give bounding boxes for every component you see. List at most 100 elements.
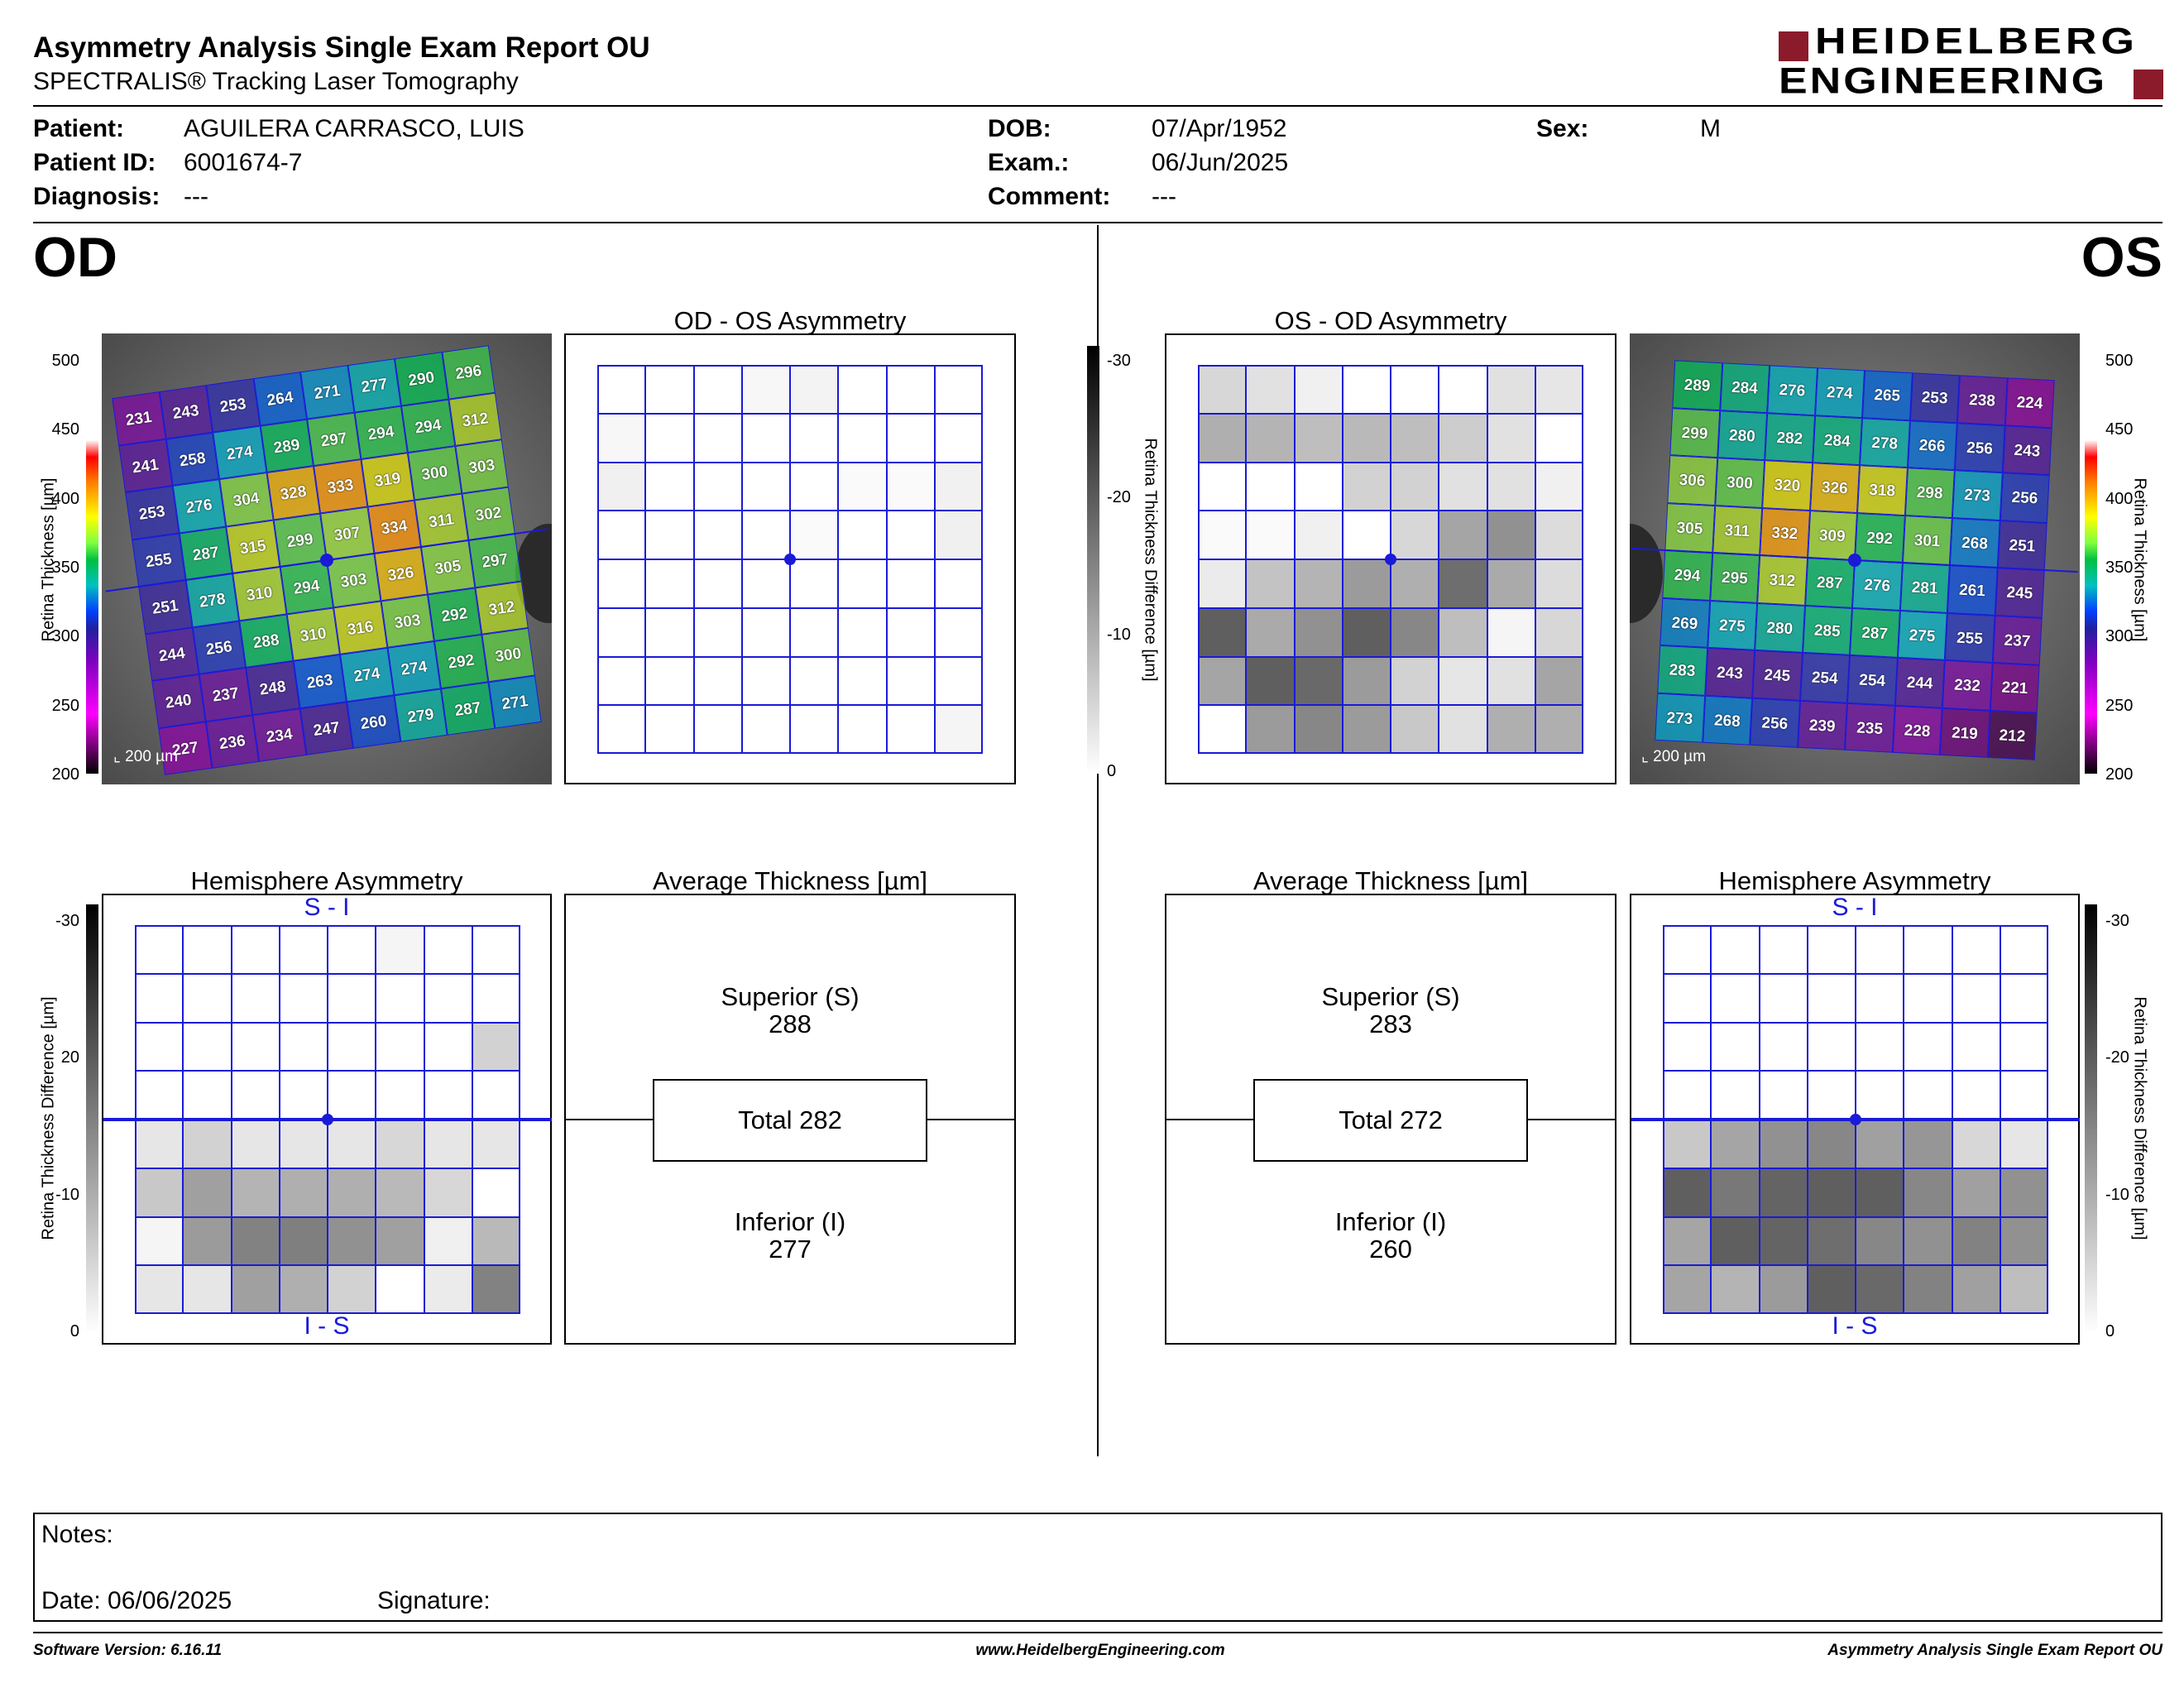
os-thickness-cell: 311 [1712, 505, 1763, 555]
od-asym-cell [645, 705, 694, 754]
od-asym-cell [741, 365, 790, 414]
os-thickness-tick: 200 [2105, 765, 2134, 784]
od-hemi-cell [424, 1265, 472, 1314]
os-asym-cell [1198, 607, 1247, 657]
os-asym-cell [1535, 511, 1583, 559]
od-thickness-cell: 248 [246, 660, 300, 715]
os-asym-cell [1246, 413, 1295, 463]
od-asym-cell [741, 607, 790, 657]
od-hemi-cell [472, 1168, 520, 1217]
os-asym-cell [1535, 365, 1583, 414]
os-hemi-cell [1856, 1120, 1904, 1168]
os-asym-cell [1198, 705, 1247, 754]
os-scale-bar: ⌞ 200 µm [1641, 748, 1706, 765]
od-thickness-cell: 292 [433, 634, 488, 688]
footer-report: Asymmetry Analysis Single Exam Report OU [1827, 1642, 2162, 1659]
od-thickness-cell: 260 [347, 694, 400, 749]
os-asym-cell [1246, 656, 1295, 706]
od-hemi-cell [424, 925, 472, 974]
os-asym-cell [1391, 511, 1439, 559]
od-thickness-cell: 244 [145, 626, 199, 681]
os-thickness-cell: 276 [1851, 560, 1903, 611]
od-thickness-cell: 255 [132, 533, 186, 587]
os-hemi-cell [2000, 973, 2048, 1023]
od-superior-value: 288 [769, 1009, 812, 1038]
os-thickness-cell: 221 [1990, 662, 2040, 713]
od-thickness-cell: 310 [286, 607, 341, 661]
od-asym-cell [934, 413, 983, 463]
os-hemi-cell [1759, 1216, 1808, 1266]
os-thickness-cell: 280 [1755, 602, 1805, 653]
od-hemisphere-panel [102, 894, 552, 1345]
od-asym-cell [790, 656, 839, 706]
os-asym-cell [1391, 413, 1439, 463]
os-hemi-cell [1856, 1168, 1904, 1217]
os-thickness-cell: 298 [1904, 468, 1955, 518]
od-thickness-cell: 237 [199, 667, 253, 722]
od-hemi-cell [472, 1071, 520, 1120]
os-asym-cell [1342, 656, 1391, 706]
od-asym-cell [886, 413, 935, 463]
od-asym-cell [838, 705, 887, 754]
patient-name: AGUILERA CARRASCO, LUIS [184, 115, 524, 142]
od-hemi-cell [424, 1168, 472, 1217]
os-hemi-cell [1856, 1216, 1904, 1266]
os-thickness-tick: 400 [2105, 489, 2134, 508]
os-asym-cell [1439, 705, 1487, 754]
os-hemi-title: Hemisphere Asymmetry [1718, 866, 1991, 895]
os-asym-cell [1246, 607, 1295, 657]
od-hemi-cell [328, 1168, 376, 1217]
od-hemi-cell [472, 1022, 520, 1072]
notes-box[interactable]: Notes: Date: 06/06/2025 Signature: [33, 1513, 2162, 1622]
od-thickness-cell: 300 [481, 627, 535, 682]
od-hemi-cell [376, 1071, 424, 1120]
od-hemi-tick: -10 [55, 1185, 79, 1204]
report-title: Asymmetry Analysis Single Exam Report OU [33, 31, 650, 64]
od-thickness-cell: 274 [340, 647, 394, 702]
od-asym-cell [886, 656, 935, 706]
os-hemi-cell [2000, 1022, 2048, 1072]
od-avg-title: Average Thickness [µm] [652, 866, 928, 895]
os-thickness-cell: 320 [1762, 460, 1813, 511]
od-thickness-cell: 316 [333, 600, 387, 655]
os-thickness-cell: 301 [1902, 515, 1952, 566]
od-hemi-cell [328, 1120, 376, 1168]
os-thickness-cell: 265 [1862, 370, 1913, 420]
od-asym-cell [645, 656, 694, 706]
os-inferior-value: 260 [1369, 1235, 1412, 1264]
os-thickness-cell: 285 [1802, 605, 1852, 655]
signature-label: Signature: [377, 1587, 491, 1614]
od-asym-cell [645, 413, 694, 463]
os-thickness-cell: 245 [1752, 650, 1803, 701]
os-hemi-cell [1807, 1216, 1856, 1266]
od-thickness-cell: 241 [118, 439, 173, 493]
footer-website[interactable]: www.HeidelbergEngineering.com [975, 1642, 1225, 1659]
od-asym-cell [693, 607, 742, 657]
od-hemi-cell [135, 925, 184, 974]
od-asym-cell [693, 365, 742, 414]
os-thickness-tick: 450 [2105, 420, 2134, 439]
od-thickness-cell: 307 [319, 506, 374, 560]
os-hemi-tick: 0 [2105, 1322, 2115, 1340]
od-thickness-cell: 310 [232, 567, 287, 621]
os-thickness-colorbar [2085, 346, 2097, 774]
od-hemi-cell [328, 1071, 376, 1120]
os-asym-cell [1439, 559, 1487, 608]
os-hemi-bottom-label: I - S [1832, 1312, 1878, 1340]
od-asym-cell [838, 607, 887, 657]
os-asym-cell [1391, 462, 1439, 511]
od-asym-cell [741, 656, 790, 706]
od-hemi-cell [183, 925, 232, 974]
os-asym-cell [1294, 413, 1343, 463]
os-average-panel: Superior (S) 283 Total 272 Inferior (I) … [1165, 894, 1616, 1345]
os-asymmetry-panel [1165, 333, 1616, 784]
od-asym-cell [693, 511, 742, 559]
od-hemi-cell [183, 1071, 232, 1120]
od-thickness-cell: 274 [386, 640, 441, 695]
os-asym-cell [1439, 607, 1487, 657]
od-hemi-cell [279, 1120, 328, 1168]
os-thickness-cell: 237 [1992, 615, 2043, 665]
od-hemi-cell [279, 973, 328, 1023]
od-hemi-cell [183, 973, 232, 1023]
od-hemi-cell [376, 925, 424, 974]
